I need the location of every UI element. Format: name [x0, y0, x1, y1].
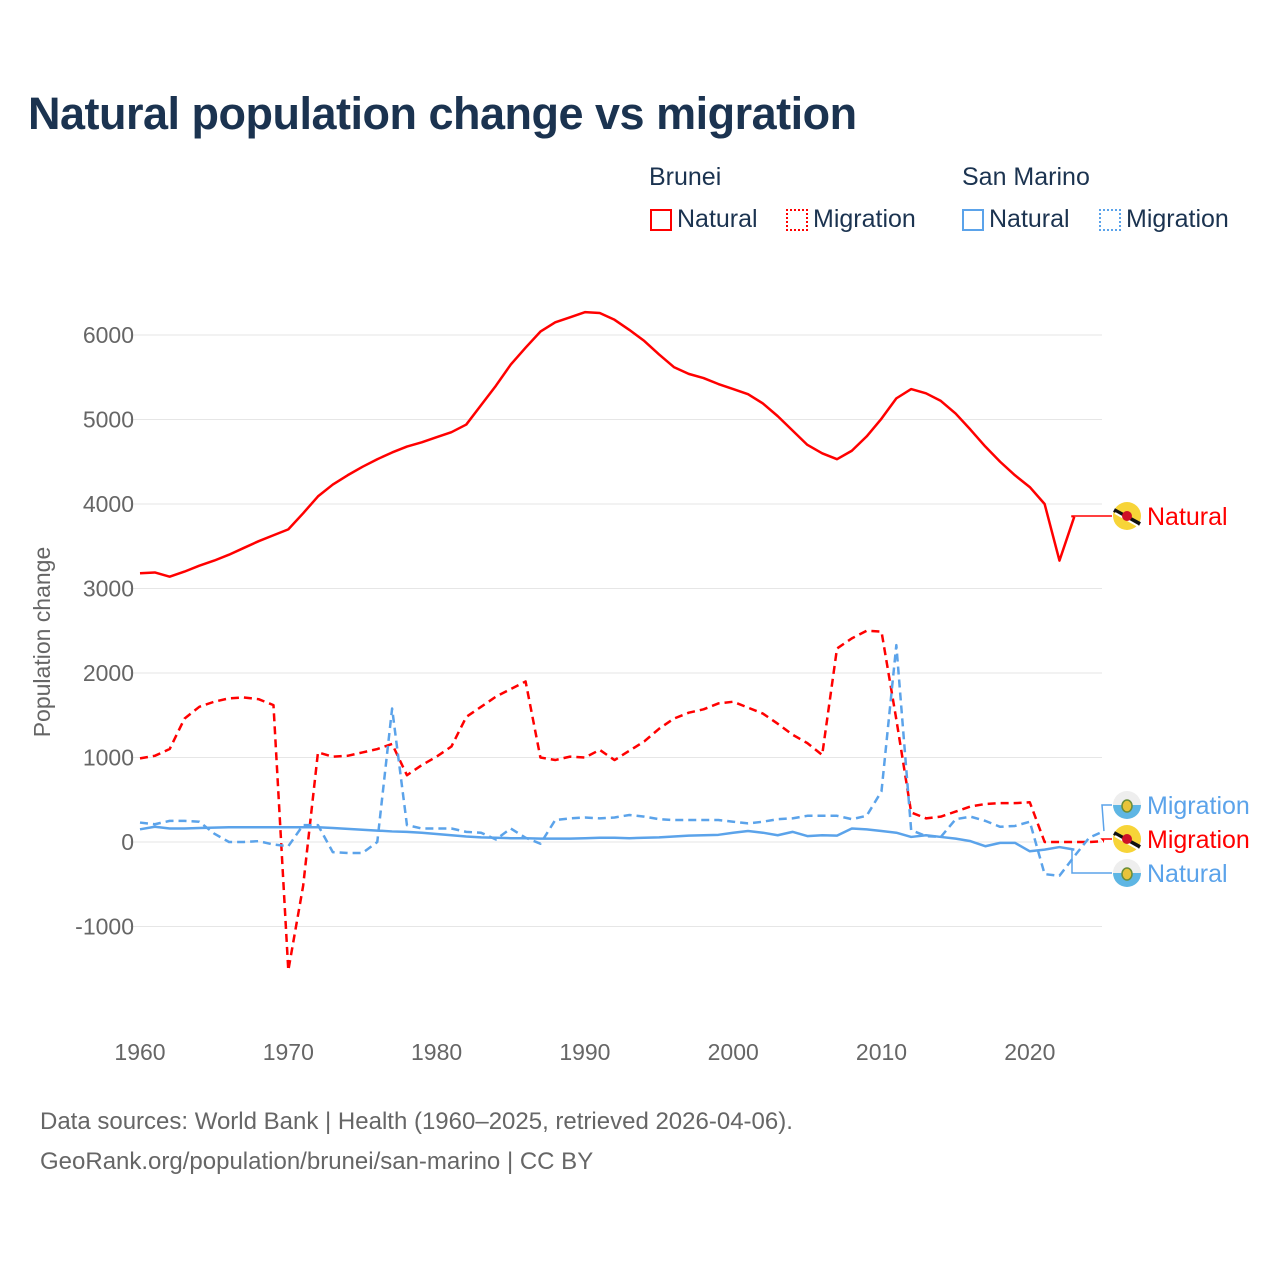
y-tick-label: 2000: [83, 660, 134, 686]
dotted-swatch-icon: [1099, 208, 1121, 231]
x-tick-label: 2000: [708, 1039, 759, 1065]
legend-label: Migration: [1126, 205, 1229, 233]
label-connector: [1071, 848, 1112, 874]
end-label-natural: Natural: [1147, 503, 1228, 531]
legend-label: Natural: [989, 205, 1070, 233]
legend-item-san-marino-migration[interactable]: Migration: [1099, 205, 1229, 234]
y-tick-label: -1000: [75, 914, 134, 940]
x-tick-label: 2020: [1004, 1039, 1055, 1065]
series-line-san-marino-natural: [139, 825, 1075, 853]
san-marino-flag-emblem: [1121, 799, 1133, 813]
label-connector: [1101, 804, 1112, 832]
series-line-brunei-natural: [139, 310, 1076, 578]
brunei-flag-emblem: [1122, 511, 1132, 521]
label-connector: [1100, 838, 1112, 842]
legend-label: Natural: [677, 205, 758, 233]
end-label-migration: Migration: [1147, 792, 1250, 820]
series-line-san-marino-migration: [139, 643, 1105, 878]
san-marino-flag-emblem: [1121, 867, 1133, 881]
dotted-swatch-icon: [786, 208, 808, 231]
footer-source: Data sources: World Bank | Health (1960–…: [40, 1108, 793, 1135]
end-label-natural: Natural: [1147, 860, 1228, 888]
end-label-migration: Migration: [1147, 826, 1250, 854]
y-tick-label: 3000: [83, 576, 134, 602]
solid-swatch-icon: [962, 208, 984, 231]
brunei-flag-emblem: [1122, 834, 1132, 844]
x-tick-label: 2010: [856, 1039, 907, 1065]
y-tick-label: 4000: [83, 491, 134, 517]
legend-item-san-marino-natural[interactable]: Natural: [962, 205, 1070, 234]
x-tick-label: 1960: [114, 1039, 165, 1065]
y-tick-label: 6000: [83, 322, 134, 348]
x-tick-label: 1990: [559, 1039, 610, 1065]
series-line-brunei-migration: [139, 629, 1105, 972]
footer-link[interactable]: GeoRank.org/population/brunei/san-marino…: [40, 1148, 594, 1175]
y-tick-label: 5000: [83, 407, 134, 433]
x-tick-label: 1980: [411, 1039, 462, 1065]
chart-title: Natural population change vs migration: [28, 88, 857, 139]
x-tick-label: 1970: [263, 1039, 314, 1065]
legend-label: Migration: [813, 205, 916, 233]
legend-group-san-marino: San Marino: [962, 163, 1090, 191]
y-tick-label: 0: [121, 829, 134, 855]
legend-item-brunei-migration[interactable]: Migration: [786, 205, 916, 234]
legend-group-brunei: Brunei: [649, 163, 722, 191]
y-tick-label: 1000: [83, 745, 134, 771]
label-connector: [1071, 515, 1112, 518]
y-axis-label: Population change: [29, 547, 55, 738]
solid-swatch-icon: [650, 208, 672, 231]
legend-item-brunei-natural[interactable]: Natural: [650, 205, 758, 234]
